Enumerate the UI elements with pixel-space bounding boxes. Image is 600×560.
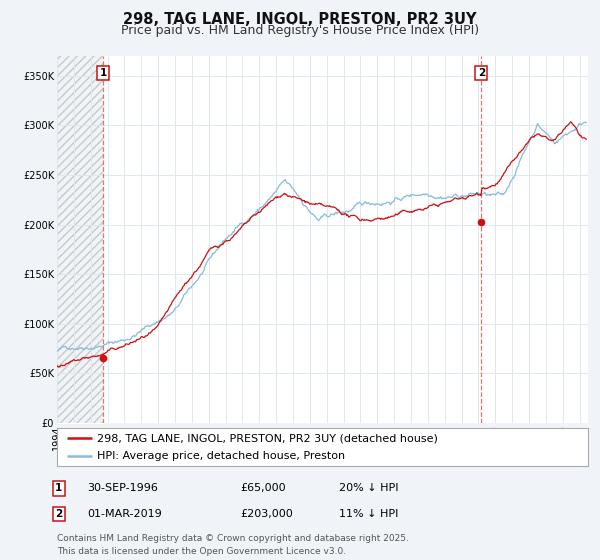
Text: 1: 1	[55, 483, 62, 493]
Text: 2: 2	[478, 68, 485, 78]
Text: 298, TAG LANE, INGOL, PRESTON, PR2 3UY (detached house): 298, TAG LANE, INGOL, PRESTON, PR2 3UY (…	[97, 433, 438, 443]
Text: 1: 1	[100, 68, 107, 78]
Text: £65,000: £65,000	[240, 483, 286, 493]
Text: HPI: Average price, detached house, Preston: HPI: Average price, detached house, Pres…	[97, 451, 345, 461]
Text: 298, TAG LANE, INGOL, PRESTON, PR2 3UY: 298, TAG LANE, INGOL, PRESTON, PR2 3UY	[123, 12, 477, 27]
Text: 11% ↓ HPI: 11% ↓ HPI	[339, 509, 398, 519]
Polygon shape	[57, 56, 103, 423]
Text: £203,000: £203,000	[240, 509, 293, 519]
Text: Price paid vs. HM Land Registry's House Price Index (HPI): Price paid vs. HM Land Registry's House …	[121, 24, 479, 36]
Text: Contains HM Land Registry data © Crown copyright and database right 2025.
This d: Contains HM Land Registry data © Crown c…	[57, 534, 409, 556]
Text: 01-MAR-2019: 01-MAR-2019	[87, 509, 162, 519]
Text: 2: 2	[55, 509, 62, 519]
Text: 20% ↓ HPI: 20% ↓ HPI	[339, 483, 398, 493]
Text: 30-SEP-1996: 30-SEP-1996	[87, 483, 158, 493]
